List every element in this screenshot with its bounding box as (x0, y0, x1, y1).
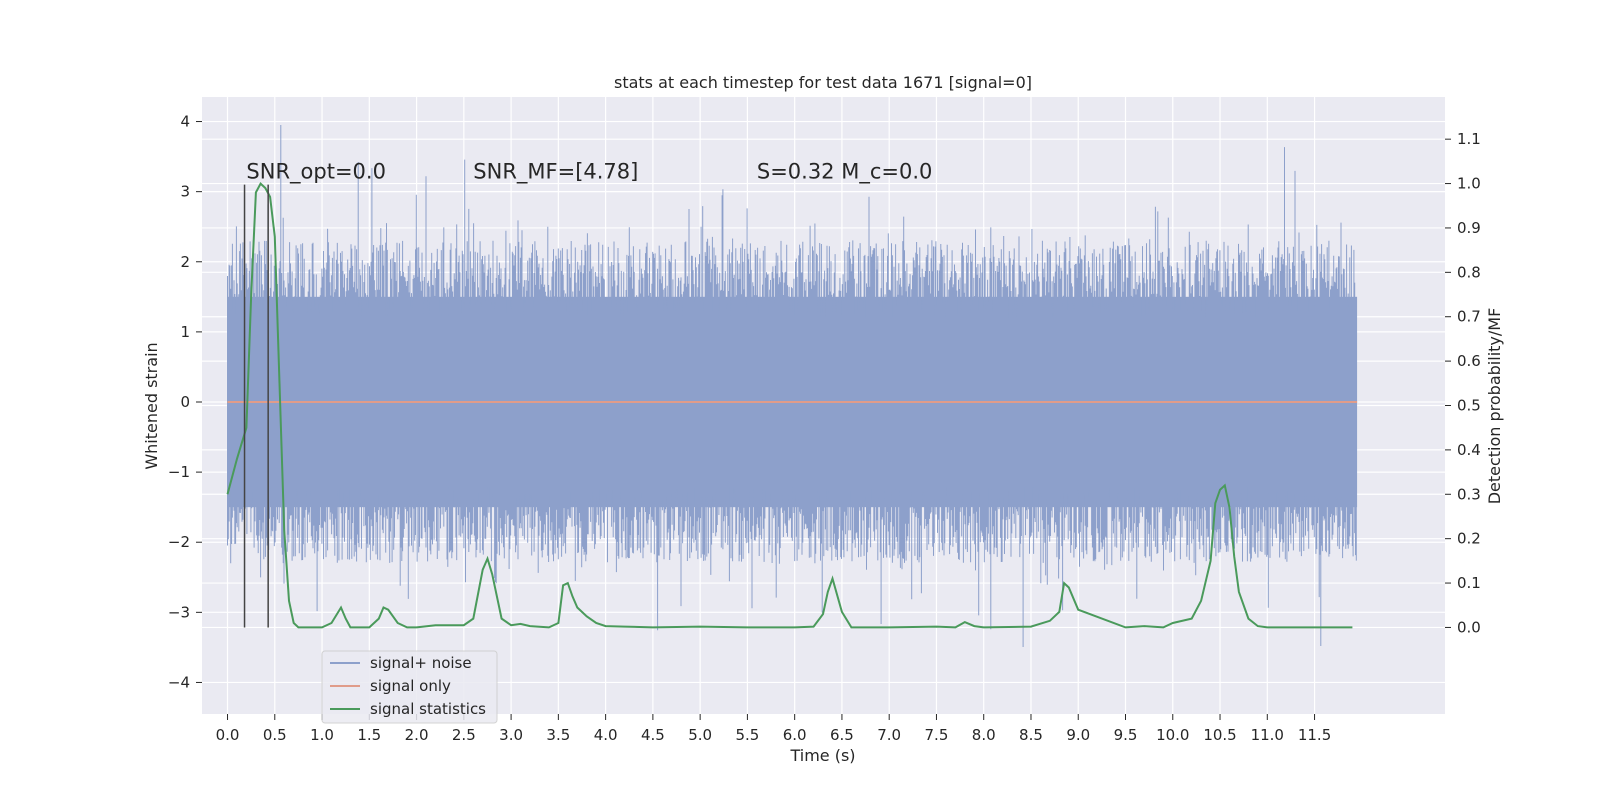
y2-tick-label: 0.8 (1457, 263, 1481, 281)
x-tick-label: 0.5 (263, 726, 287, 744)
y2-tick-label: 1.1 (1457, 130, 1481, 148)
y-tick-label: −2 (168, 533, 190, 551)
y-tick-label: −1 (168, 463, 190, 481)
y-tick-label: 2 (180, 253, 190, 271)
annotation: SNR_MF=[4.78] (473, 160, 638, 185)
noise-trace (227, 125, 1357, 647)
x-tick-label: 3.5 (546, 726, 570, 744)
y2-tick-label: 0.3 (1457, 485, 1481, 503)
x-tick-label: 5.5 (735, 726, 759, 744)
legend-label-signal-noise: signal+ noise (370, 654, 472, 672)
x-tick-label: 2.0 (405, 726, 429, 744)
x-tick-label: 11.0 (1251, 726, 1284, 744)
line-series (226, 181, 1358, 629)
y2-tick-label: 0.4 (1457, 441, 1481, 459)
x-tick-label: 9.0 (1066, 726, 1090, 744)
x-tick-label: 6.5 (830, 726, 854, 744)
y-tick-label: −3 (168, 603, 190, 621)
y-tick-label: 1 (180, 323, 190, 341)
x-tick-label: 7.0 (877, 726, 901, 744)
annotations: SNR_opt=0.0 SNR_MF=[4.78] S=0.32 M_c=0.0 (246, 160, 932, 185)
x-tick-label: 6.0 (783, 726, 807, 744)
x-tick-label: 10.5 (1203, 726, 1236, 744)
legend-box (321, 650, 498, 724)
x-tick-label: 8.5 (1019, 726, 1043, 744)
annotation: S=0.32 M_c=0.0 (757, 160, 933, 185)
x-tick-label: 3.0 (499, 726, 523, 744)
y-axis-label: Whitened strain (142, 342, 161, 469)
legend-label-signal-statistics: signal statistics (370, 700, 486, 718)
x-tick-label: 1.5 (357, 726, 381, 744)
y2-tick-label: 0.2 (1457, 530, 1481, 548)
series-line-1 (226, 181, 1353, 629)
legend-label-signal-only: signal only (370, 677, 451, 695)
x-tick-label: 11.5 (1298, 726, 1331, 744)
x-axis-label: Time (s) (789, 746, 855, 765)
x-tick-label: 5.0 (688, 726, 712, 744)
y2-axis-label: Detection probability/MF (1485, 308, 1504, 505)
vertical-lines (243, 184, 269, 628)
y2-tick-label: 0.0 (1457, 618, 1481, 636)
y2-tick-label: 0.1 (1457, 574, 1481, 592)
x-tick-label: 8.0 (972, 726, 996, 744)
y2-tick-label: 0.7 (1457, 308, 1481, 326)
x-tick-label: 10.0 (1156, 726, 1189, 744)
y2-tick-label: 0.6 (1457, 352, 1481, 370)
x-tick-label: 0.0 (216, 726, 240, 744)
chart-title: stats at each timestep for test data 167… (614, 73, 1032, 92)
y2-tick-label: 1.0 (1457, 175, 1481, 193)
y-tick-label: −4 (168, 673, 190, 691)
x-tick-label: 1.0 (310, 726, 334, 744)
y2-tick-label: 0.5 (1457, 397, 1481, 415)
y-tick-label: 3 (180, 183, 190, 201)
x-tick-label: 4.5 (641, 726, 665, 744)
legend: signal+ noise signal only signal statist… (321, 650, 498, 724)
x-tick-label: 2.5 (452, 726, 476, 744)
x-tick-label: 9.5 (1114, 726, 1138, 744)
y-tick-label: 4 (180, 113, 190, 131)
x-tick-label: 4.0 (594, 726, 618, 744)
x-tick-label: 7.5 (925, 726, 949, 744)
y-tick-label: 0 (180, 393, 190, 411)
ticks: 0.0 0.5 1.0 1.5 2.0 2.5 3.0 3.5 4.0 4.5 5.0 5.5 6.0 6… (168, 113, 1481, 744)
y2-tick-label: 0.9 (1457, 219, 1481, 237)
annotation: SNR_opt=0.0 (246, 160, 386, 185)
